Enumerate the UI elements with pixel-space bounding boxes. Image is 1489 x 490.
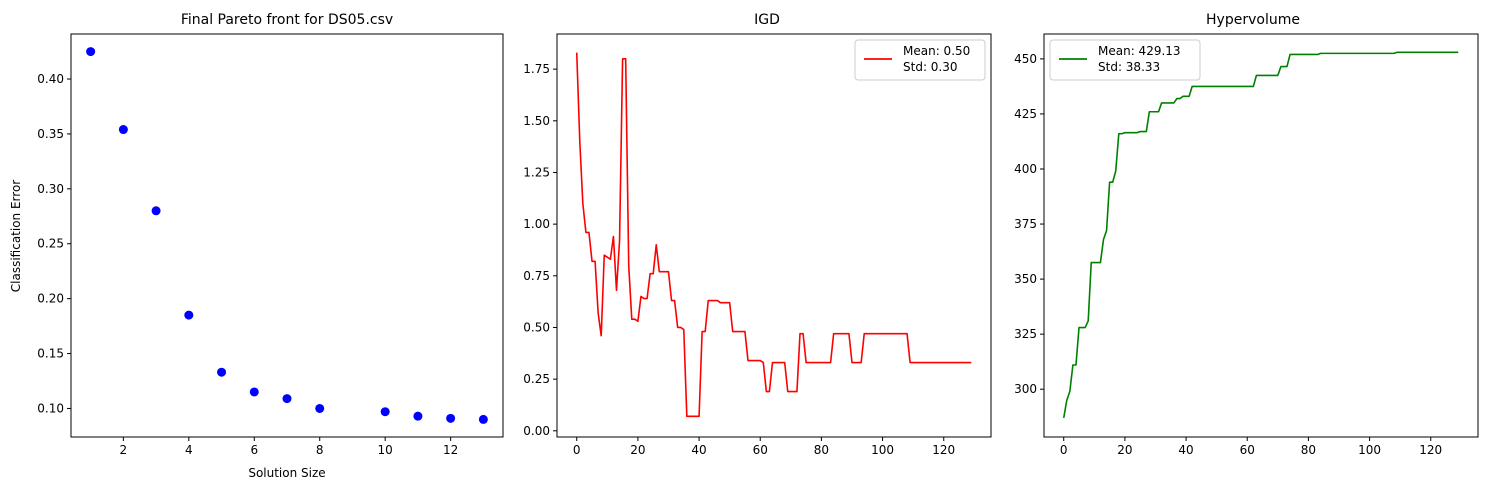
pareto-y-tick-label: 0.10: [37, 401, 64, 415]
hypervolume-y-tick-label: 450: [1014, 52, 1037, 66]
pareto-point: [380, 407, 390, 417]
igd-x-tick-label: 0: [573, 443, 581, 457]
hypervolume-legend: Mean: 429.13 Std: 38.33: [1049, 39, 1201, 81]
hypervolume-legend-std: Std: 38.33: [1098, 60, 1160, 74]
pareto-y-tick-label: 0.15: [37, 347, 64, 361]
pareto-x-ticks: 2 4 6 8 10 12: [120, 437, 458, 457]
hypervolume-x-tick-label: 60: [1240, 443, 1255, 457]
pareto-point: [151, 206, 161, 216]
pareto-y-tick-label: 0.30: [37, 182, 64, 196]
igd-y-tick-label: 0.75: [523, 269, 550, 283]
igd-y-tick-label: 1.75: [523, 62, 550, 76]
pareto-point: [249, 387, 259, 397]
pareto-y-tick-label: 0.20: [37, 292, 64, 306]
hypervolume-y-tick-label: 425: [1014, 107, 1037, 121]
pareto-x-tick-label: 10: [378, 443, 393, 457]
pareto-point: [282, 394, 292, 404]
pareto-y-tick-label: 0.40: [37, 72, 64, 86]
pareto-xlabel: Solution Size: [248, 466, 325, 480]
igd-x-tick-label: 100: [871, 443, 894, 457]
igd-legend: Mean: 0.50 Std: 0.30: [854, 39, 986, 81]
igd-title: IGD: [754, 12, 780, 28]
hypervolume-y-tick-label: 350: [1014, 272, 1037, 286]
hypervolume-legend-mean: Mean: 429.13: [1098, 44, 1181, 58]
igd-legend-std: Std: 0.30: [903, 60, 958, 74]
pareto-y-tick-label: 0.25: [37, 237, 64, 251]
pareto-point: [86, 47, 96, 57]
pareto-ylabel: Classification Error: [9, 180, 23, 293]
igd-panel: IGD 0 20 40 60 80 100 120 0.00 0.25 0.50 0.75 1.00…: [523, 12, 992, 457]
igd-x-tick-label: 60: [753, 443, 768, 457]
pareto-x-tick-label: 2: [120, 443, 128, 457]
hypervolume-axes-frame: [1043, 33, 1479, 438]
pareto-title: Final Pareto front for DS05.csv: [181, 12, 393, 28]
hypervolume-marks: [1062, 51, 1459, 418]
hypervolume-y-ticks: 300 325 350 375 400 425 450: [1014, 52, 1044, 396]
igd-y-tick-label: 1.50: [523, 114, 550, 128]
igd-legend-box: [854, 39, 986, 81]
pareto-point: [446, 413, 456, 423]
hypervolume-title: Hypervolume: [1206, 12, 1300, 28]
pareto-front-panel: Final Pareto front for DS05.csv Solution…: [9, 12, 504, 480]
igd-y-tick-label: 1.25: [523, 165, 550, 179]
hypervolume-x-ticks: 0 20 40 60 80 100 120: [1060, 437, 1442, 457]
igd-x-tick-label: 20: [630, 443, 645, 457]
pareto-y-tick-label: 0.35: [37, 127, 64, 141]
igd-x-tick-label: 40: [691, 443, 706, 457]
igd-y-tick-label: 0.00: [523, 424, 550, 438]
pareto-point: [315, 403, 325, 413]
pareto-x-tick-label: 4: [185, 443, 193, 457]
pareto-marks: [86, 47, 488, 424]
hypervolume-y-tick-label: 375: [1014, 217, 1037, 231]
pareto-point: [217, 367, 227, 377]
igd-series-line: [575, 52, 972, 418]
hypervolume-panel: Hypervolume 0 20 40 60 80 100 120 300 325 350 375…: [1014, 12, 1479, 457]
pareto-point: [184, 310, 194, 320]
hypervolume-y-tick-label: 400: [1014, 162, 1037, 176]
igd-marks: [575, 52, 972, 418]
hypervolume-x-tick-label: 40: [1178, 443, 1193, 457]
pareto-y-ticks: 0.10 0.15 0.20 0.25 0.30 0.35 0.40: [37, 72, 71, 415]
hypervolume-y-tick-label: 300: [1014, 382, 1037, 396]
pareto-x-tick-label: 12: [443, 443, 458, 457]
igd-y-tick-label: 0.50: [523, 320, 550, 334]
pareto-point: [118, 125, 128, 135]
hypervolume-x-tick-label: 0: [1060, 443, 1068, 457]
igd-x-tick-label: 120: [932, 443, 955, 457]
hypervolume-x-tick-label: 100: [1358, 443, 1381, 457]
pareto-axes-frame: [70, 33, 504, 438]
hypervolume-legend-box: [1049, 39, 1201, 81]
hypervolume-x-tick-label: 120: [1419, 443, 1442, 457]
pareto-point: [413, 411, 423, 421]
pareto-point: [478, 414, 488, 424]
igd-x-ticks: 0 20 40 60 80 100 120: [573, 437, 955, 457]
hypervolume-x-tick-label: 80: [1301, 443, 1316, 457]
igd-y-tick-label: 1.00: [523, 217, 550, 231]
pareto-x-tick-label: 8: [316, 443, 324, 457]
igd-x-tick-label: 80: [814, 443, 829, 457]
hypervolume-x-tick-label: 20: [1117, 443, 1132, 457]
hypervolume-series-line: [1062, 51, 1459, 418]
igd-y-ticks: 0.00 0.25 0.50 0.75 1.00 1.25 1.50 1.75: [523, 62, 557, 438]
igd-y-tick-label: 0.25: [523, 372, 550, 386]
hypervolume-y-tick-label: 325: [1014, 327, 1037, 341]
pareto-x-tick-label: 6: [250, 443, 258, 457]
igd-axes-frame: [556, 33, 992, 438]
igd-legend-mean: Mean: 0.50: [903, 44, 970, 58]
